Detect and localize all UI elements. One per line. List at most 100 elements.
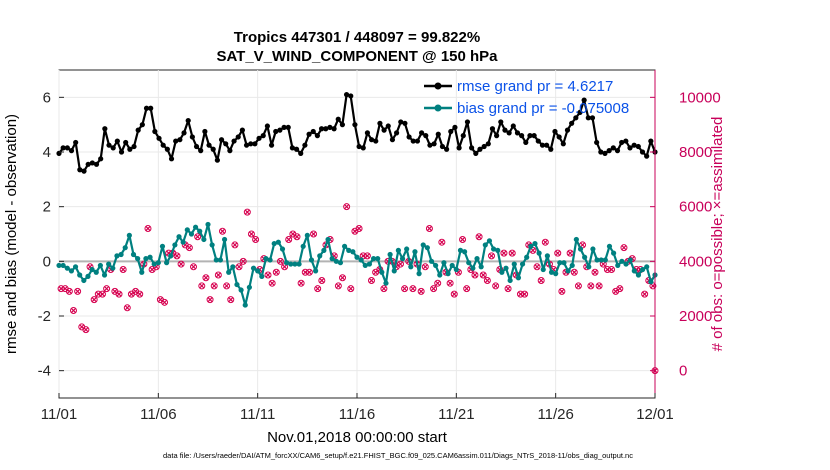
bias-point [250,265,257,271]
bias-point [433,262,439,269]
obs-possible-marker [475,233,483,241]
rmse-point [243,142,250,148]
rmse-point [581,97,587,103]
obs-assimilated-marker [608,266,615,273]
bias-point [60,262,66,269]
x-tick-label: 12/01 [636,406,674,423]
bias-point [577,246,584,252]
obs-possible-marker [537,276,545,284]
obs-possible-marker [504,285,512,293]
rmse-point [202,128,208,135]
rmse-point [569,120,575,126]
obs-count-point [272,268,280,276]
legend-rmse-label: rmse grand pr = 4.6217 [457,78,613,95]
obs-possible-marker [198,282,206,290]
bias-point [606,243,613,249]
bias-point [395,247,401,253]
obs-possible-marker [516,290,524,298]
bias-point [308,257,315,263]
obs-assimilated-marker [476,234,482,240]
bias-point [341,243,348,249]
bias-point [486,238,493,244]
rmse-point [68,148,75,154]
obs-possible-marker [471,271,479,279]
y-tick-label: 6 [43,89,51,106]
rmse-point [352,122,358,128]
bias-point [97,262,103,269]
bias-point [180,239,186,245]
obs-assimilated-marker [186,245,192,251]
rmse-point [323,126,329,132]
obs-assimilated-marker [401,286,408,292]
obs-count-point [297,279,305,287]
bias-point [238,287,244,293]
bias-point [482,242,488,248]
bias-point [375,256,381,262]
obs-assimilated-marker [339,275,346,281]
bias-point [234,281,240,288]
rmse-point [318,126,325,132]
obs-assimilated-marker [315,286,321,292]
rmse-point [639,149,646,155]
obs-count-point [396,260,404,268]
rmse-point [218,137,225,143]
obs-assimilated-marker [344,204,350,210]
obs-possible-marker [227,296,235,304]
rmse-point [631,142,637,148]
obs-count-point [103,285,111,293]
obs-assimilated-marker [451,291,457,297]
legend-rmse-marker [434,82,442,90]
rmse-point [314,133,321,139]
obs-assimilated-marker [236,264,242,270]
bias-point [511,261,517,267]
bias-point [358,257,364,263]
bias-point [644,264,650,270]
obs-count-point [235,263,243,271]
bias-point [81,277,87,284]
bias-point [536,250,542,256]
rmse-point [544,142,550,148]
bias-point [89,266,95,273]
bias-point [164,260,170,266]
bias-point [337,260,344,266]
obs-count-point [227,296,235,304]
obs-assimilated-marker [464,286,470,292]
rmse-point [619,139,625,146]
bias-point [184,227,190,233]
obs-possible-marker [252,235,260,243]
x-axis-label: Nov.01,2018 00:00:00 start [267,429,448,446]
obs-possible-marker [603,266,611,274]
obs-assimilated-marker [542,239,548,245]
obs-count-point [363,252,371,260]
obs-count-point [305,268,313,276]
obs-possible-marker [574,282,582,290]
bias-point [188,231,195,237]
obs-possible-marker [185,244,193,252]
obs-count-point [218,227,226,235]
rmse-point [548,146,554,152]
rmse-point [481,143,487,150]
rmse-point [185,117,191,124]
rmse-point [494,133,500,139]
obs-assimilated-marker [211,283,217,289]
bias-series [56,221,658,308]
obs-assimilated-marker [269,280,275,286]
rmse-point [181,130,187,136]
rmse-point [268,142,275,148]
rmse-point [306,131,312,137]
obs-possible-marker [206,296,214,304]
bias-point [544,253,550,259]
rmse-point [223,141,229,147]
obs-assimilated-marker [575,283,582,289]
obs-assimilated-marker [567,250,573,256]
bias-point [213,257,219,263]
bias-point [56,262,62,269]
rmse-point [552,128,558,135]
rmse-point [381,127,387,133]
obs-assimilated-marker [381,286,387,292]
obs-possible-marker [434,279,442,287]
obs-assimilated-marker [116,291,122,297]
obs-assimilated-marker [559,288,565,295]
rmse-point [235,134,241,140]
obs-possible-marker [479,271,487,279]
